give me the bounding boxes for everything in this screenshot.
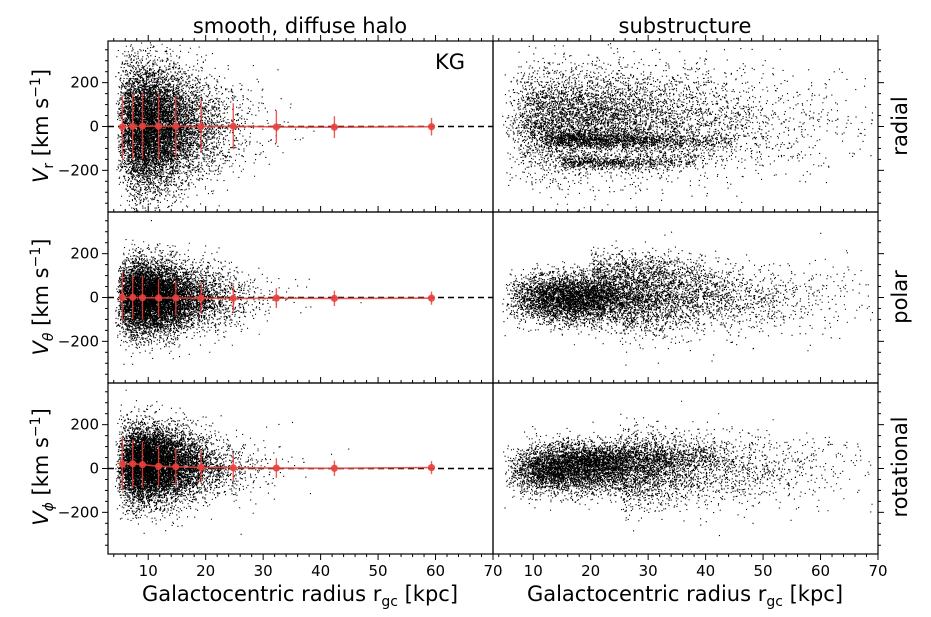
- profile-point: [197, 122, 205, 131]
- row-label-rotational: rotational: [888, 416, 912, 517]
- scatter-points-sub-polar: [502, 231, 873, 366]
- profile-point: [138, 460, 147, 469]
- profile-point: [197, 463, 205, 472]
- y-tick-label: −200: [58, 503, 99, 521]
- x-tick-label: 50: [369, 562, 388, 580]
- profile-line: [122, 125, 432, 129]
- scatter-path: [502, 43, 873, 212]
- profile-point: [272, 123, 280, 131]
- row-label-radial: radial: [888, 96, 912, 155]
- y-tick-label: 0: [89, 289, 99, 307]
- profile-point: [330, 464, 339, 472]
- axis-labels: smooth, diffuse halo substructure KG rad…: [28, 14, 912, 610]
- x-tick-label: 70: [868, 562, 887, 580]
- ylabel-polar: Vθ [km s−1]: [28, 239, 57, 356]
- profile-point: [129, 122, 137, 131]
- column-title-smooth: smooth, diffuse halo: [193, 14, 407, 38]
- profile-point: [229, 122, 237, 130]
- profile-point: [118, 460, 126, 468]
- scatter-path: [115, 220, 362, 365]
- profile-point: [229, 294, 237, 302]
- profile-point: [427, 123, 436, 131]
- scatter-path: [503, 400, 873, 537]
- profile-point: [138, 294, 147, 302]
- profile-polar: [108, 273, 493, 322]
- x-tick-label: 40: [696, 562, 715, 580]
- x-tick-label: 60: [426, 562, 445, 580]
- profile-point: [154, 462, 163, 470]
- scatter-points-smooth-rotational: [114, 389, 350, 535]
- profile-point: [154, 122, 163, 130]
- scatter-path: [115, 42, 315, 212]
- x-tick-label: 50: [754, 562, 773, 580]
- profile-radial: [108, 93, 493, 160]
- profile-point: [172, 122, 180, 130]
- y-tick-label: 200: [70, 416, 99, 434]
- profile-point: [427, 464, 436, 472]
- x-tick-label: 20: [581, 562, 600, 580]
- scatter-points-sub-radial: [502, 43, 873, 212]
- scatter-path: [114, 389, 350, 535]
- panels: [108, 42, 873, 537]
- profile-point: [129, 293, 137, 301]
- profile-point: [138, 122, 147, 130]
- x-tick-label: 70: [483, 562, 502, 580]
- x-tick-label: 30: [254, 562, 273, 580]
- ylabel-radial: Vr [km s−1]: [28, 69, 57, 183]
- profile-point: [330, 123, 339, 131]
- profile-point: [330, 294, 339, 302]
- x-tick-label: 10: [524, 562, 543, 580]
- profile-rotational: [108, 437, 493, 491]
- profile-point: [427, 294, 436, 302]
- profile-point: [272, 464, 280, 472]
- profile-point: [154, 294, 163, 302]
- y-tick-label: 0: [89, 460, 99, 478]
- annotation-kg: KG: [435, 50, 465, 74]
- column-title-substructure: substructure: [619, 14, 752, 38]
- y-tick-label: 200: [70, 245, 99, 263]
- xlabel-substructure: Galactocentric radius rgc [kpc]: [527, 582, 843, 610]
- row-label-polar: polar: [888, 270, 912, 324]
- x-tick-label: 60: [811, 562, 830, 580]
- profile-point: [172, 463, 180, 471]
- scatter-points-smooth-polar: [115, 220, 362, 365]
- profile-point: [118, 293, 126, 302]
- scatter-path: [502, 231, 873, 366]
- scatter-points-smooth-radial: [115, 42, 315, 212]
- scatter-points-sub-rotational: [503, 400, 873, 537]
- profile-line: [122, 462, 432, 470]
- profile-point: [129, 460, 137, 468]
- y-tick-label: 0: [89, 118, 99, 136]
- profile-point: [229, 464, 237, 472]
- x-tick-label: 20: [196, 562, 215, 580]
- xlabel-smooth: Galactocentric radius rgc [kpc]: [142, 582, 458, 610]
- profile-point: [197, 294, 205, 302]
- ylabel-rotational: Vϕ [km s−1]: [28, 408, 57, 526]
- tick-marks: 10 20 30 40 50 60 70 10 20 30 40 50 60 70 −200 0 200 −200…: [58, 35, 888, 580]
- x-tick-label: 30: [639, 562, 658, 580]
- x-tick-label: 10: [139, 562, 158, 580]
- y-tick-label: −200: [58, 332, 99, 350]
- x-tick-label: 40: [311, 562, 330, 580]
- profile-point: [118, 123, 126, 131]
- profile-point: [272, 294, 280, 302]
- y-tick-label: −200: [58, 161, 99, 179]
- profile-point: [172, 294, 180, 302]
- profile-line: [122, 296, 432, 300]
- y-tick-label: 200: [70, 74, 99, 92]
